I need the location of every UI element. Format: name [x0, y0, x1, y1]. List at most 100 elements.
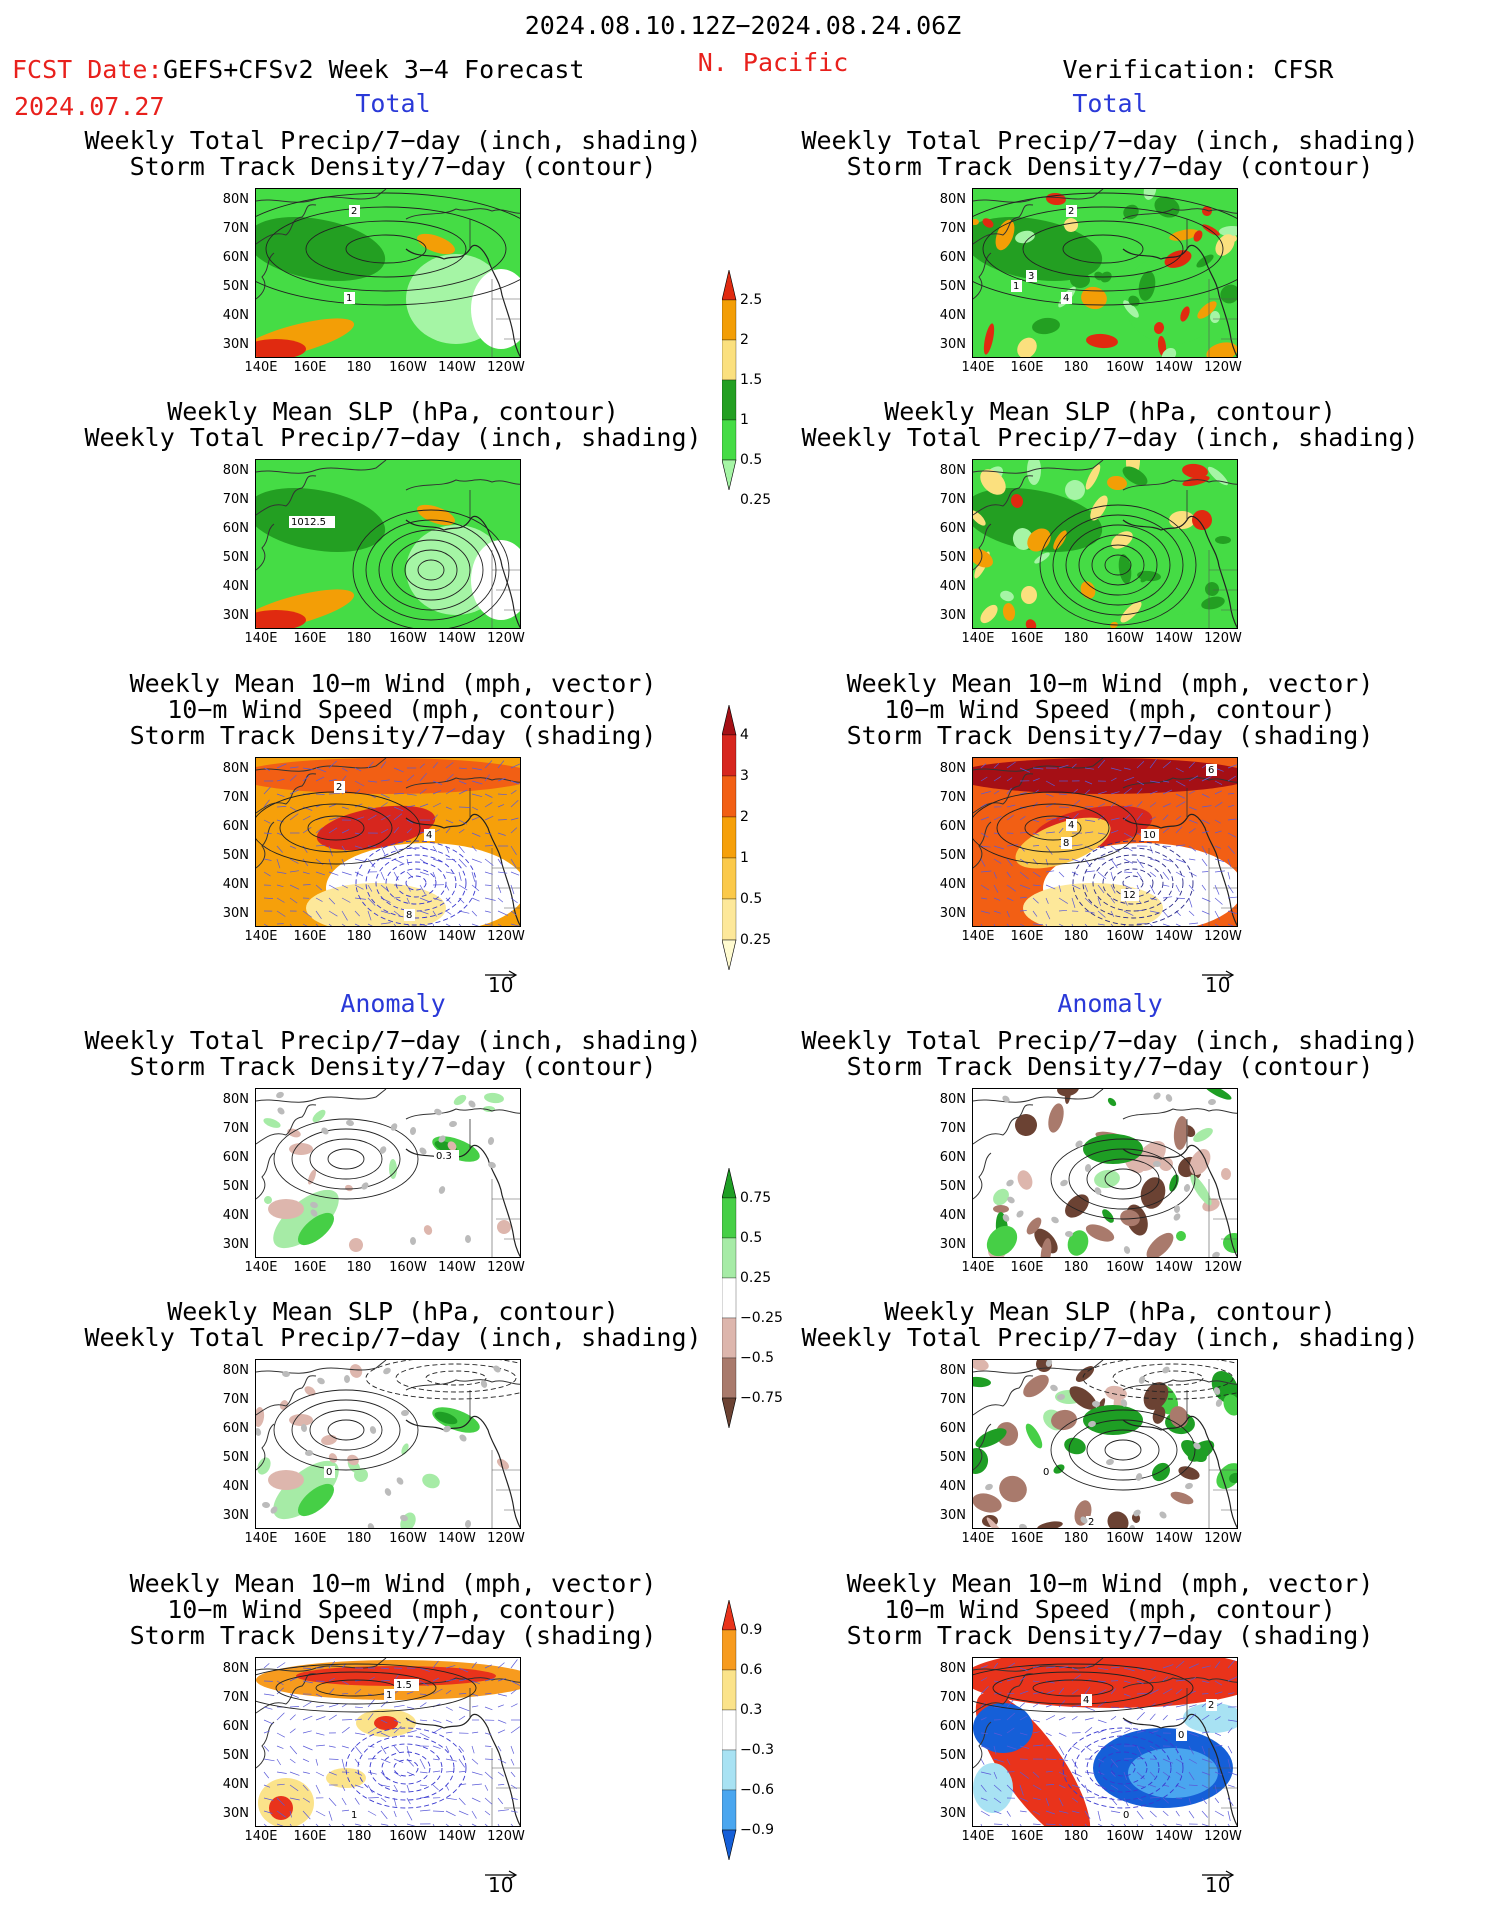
lon-label: 160E — [1010, 360, 1044, 375]
lon-label: 140W — [438, 929, 476, 944]
contour-label: 1012.5 — [289, 516, 335, 528]
colorbar-label: 0.25 — [740, 932, 772, 948]
lon-label: 160E — [1010, 1260, 1044, 1275]
lat-label: 50N — [222, 279, 249, 294]
lon-label: 140E — [961, 929, 995, 944]
svg-text:6: 6 — [1208, 765, 1214, 776]
lon-label: 120W — [1204, 1260, 1242, 1275]
panel-title: Weekly Mean 10−m Wind (mph, vector) — [846, 669, 1374, 698]
lat-label: 40N — [939, 1208, 966, 1223]
colorbar-label: −0.5 — [740, 1350, 774, 1366]
lon-label: 140E — [244, 1829, 278, 1844]
map-panel-tp3-verification: 6 4 8 10 12 — [972, 757, 1238, 927]
lon-label: 180 — [1063, 1829, 1089, 1844]
colorbar-segment — [721, 775, 737, 818]
lon-label: 160W — [389, 1531, 427, 1546]
contour-label: 1 — [384, 1689, 395, 1701]
lon-label: 120W — [1204, 360, 1242, 375]
panel-title: Weekly Mean 10−m Wind (mph, vector) — [129, 1569, 657, 1598]
svg-text:8: 8 — [406, 910, 412, 921]
lat-label: 30N — [939, 608, 966, 623]
lat-label: 50N — [939, 1450, 966, 1465]
contour-label: 4 — [1061, 292, 1072, 304]
lon-label: 180 — [346, 1531, 372, 1546]
svg-text:2: 2 — [1068, 206, 1074, 217]
panel-title: Storm Track Density/7−day (shading) — [129, 1621, 657, 1650]
contour-label: 0 — [1041, 1466, 1052, 1478]
panel-title: 10−m Wind Speed (mph, contour) — [884, 695, 1336, 724]
colorbar-segment — [721, 459, 737, 491]
colorbar-label: 1.5 — [740, 372, 763, 388]
panel-title: Storm Track Density/7−day (shading) — [846, 721, 1374, 750]
lon-label: 140W — [438, 631, 476, 646]
lat-label: 60N — [939, 1150, 966, 1165]
colorbar-segment — [721, 939, 737, 971]
contour-label: 2 — [334, 781, 345, 793]
lat-label: 30N — [939, 1806, 966, 1821]
panel-title: Weekly Mean SLP (hPa, contour) — [167, 397, 619, 426]
contour-label: 10 — [1141, 829, 1159, 841]
contour-label: 12 — [1121, 889, 1139, 901]
lon-label: 140E — [961, 631, 995, 646]
contour-label: 1 — [344, 292, 355, 304]
lat-label: 80N — [222, 192, 249, 207]
lon-label: 160W — [1106, 631, 1144, 646]
colorbar-segment — [721, 419, 737, 461]
lat-label: 40N — [222, 579, 249, 594]
svg-text:2: 2 — [351, 206, 357, 217]
colorbar-segment — [721, 1749, 737, 1791]
panel-title: Storm Track Density/7−day (contour) — [846, 1052, 1374, 1081]
colorbar-label: 0.75 — [740, 1190, 772, 1206]
lat-label: 50N — [939, 1748, 966, 1763]
svg-text:4: 4 — [1063, 293, 1069, 304]
lat-label: 60N — [222, 1719, 249, 1734]
colorbar-segment — [721, 1829, 737, 1861]
lon-label: 180 — [346, 631, 372, 646]
panel-title: Weekly Total Precip/7−day (inch, shading… — [84, 126, 702, 155]
contour-label: 4 — [1066, 819, 1077, 831]
model-title: GEFS+CFSv2 Week 3−4 Forecast — [163, 55, 585, 84]
panel-title: Storm Track Density/7−day (shading) — [129, 721, 657, 750]
colorbar-label: 3 — [740, 768, 749, 784]
colorbar-segment — [721, 1317, 737, 1359]
lat-label: 80N — [939, 1363, 966, 1378]
lon-label: 140W — [438, 360, 476, 375]
panel-title: Weekly Mean SLP (hPa, contour) — [167, 1297, 619, 1326]
lon-label: 140E — [244, 1531, 278, 1546]
colorbar-label: 0.25 — [740, 1270, 772, 1286]
lon-label: 140W — [1155, 631, 1193, 646]
contour-label: 3 — [1026, 270, 1037, 282]
colorbar-segment — [721, 1167, 737, 1199]
panel-title: Weekly Total Precip/7−day (inch, shading… — [801, 126, 1419, 155]
lon-label: 160W — [1106, 1260, 1144, 1275]
lat-label: 30N — [939, 906, 966, 921]
lon-label: 140E — [961, 1531, 995, 1546]
panel-title: Weekly Total Precip/7−day (inch, shading… — [801, 1323, 1419, 1352]
panel-title: Storm Track Density/7−day (contour) — [846, 152, 1374, 181]
map-panel-an3-forecast: 1 1.5 1 — [255, 1657, 521, 1827]
contour-label: 0 — [324, 1466, 335, 1478]
svg-text:1: 1 — [346, 293, 352, 304]
lat-label: 70N — [939, 1690, 966, 1705]
lon-label: 180 — [346, 1260, 372, 1275]
lon-label: 120W — [487, 929, 525, 944]
lat-label: 70N — [939, 1392, 966, 1407]
lon-label: 120W — [1204, 929, 1242, 944]
contour-label: 2 — [1086, 1516, 1097, 1528]
section-anomaly-verif: Anomaly — [1057, 989, 1163, 1018]
lat-label: 60N — [939, 1421, 966, 1436]
colorbar-label: 0.5 — [740, 452, 763, 468]
panel-title: Storm Track Density/7−day (contour) — [129, 152, 657, 181]
colorbar-segment — [721, 299, 737, 341]
lat-label: 60N — [939, 521, 966, 536]
lon-label: 140E — [961, 1829, 995, 1844]
lon-label: 120W — [487, 631, 525, 646]
colorbar-label: −0.25 — [740, 1310, 783, 1326]
vector-ref-arrow-icon — [485, 970, 518, 980]
lat-label: 80N — [939, 761, 966, 776]
lon-label: 180 — [346, 360, 372, 375]
colorbar-label: 0.5 — [740, 1230, 763, 1246]
panel-title: Storm Track Density/7−day (shading) — [846, 1621, 1374, 1650]
